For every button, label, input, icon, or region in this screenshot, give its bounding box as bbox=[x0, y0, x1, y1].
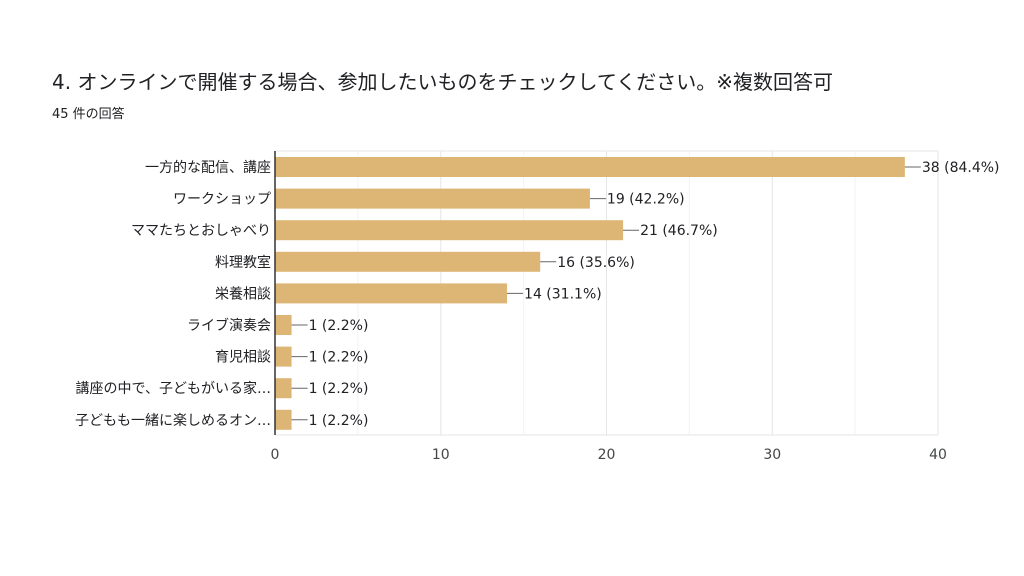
data-label: 1 (2.2%) bbox=[309, 381, 369, 397]
x-tick-label: 20 bbox=[598, 447, 616, 463]
category-label: ワークショップ bbox=[173, 192, 271, 208]
question-title: 4. オンラインで開催する場合、参加したいものをチェックしてください。※複数回答… bbox=[52, 70, 833, 94]
data-label: 38 (84.4%) bbox=[922, 160, 1000, 176]
data-label: 14 (31.1%) bbox=[524, 286, 602, 302]
bar bbox=[275, 378, 292, 399]
bar bbox=[275, 251, 541, 272]
bar bbox=[275, 283, 508, 304]
category-label: 子どもも一緒に楽しめるオン… bbox=[75, 413, 271, 429]
data-label: 16 (35.6%) bbox=[557, 255, 635, 271]
data-label: 1 (2.2%) bbox=[309, 413, 369, 429]
data-label: 19 (42.2%) bbox=[607, 192, 685, 208]
category-label: ライブ演奏会 bbox=[187, 317, 271, 334]
x-tick-label: 40 bbox=[929, 447, 947, 463]
category-label: ママたちとおしゃべり bbox=[131, 223, 271, 239]
category-label: 一方的な配信、講座 bbox=[145, 160, 271, 176]
bar bbox=[275, 157, 905, 177]
bar bbox=[275, 409, 292, 430]
bar bbox=[275, 315, 292, 335]
x-tick-label: 0 bbox=[271, 447, 280, 463]
bar bbox=[275, 188, 590, 209]
data-label: 1 (2.2%) bbox=[309, 350, 369, 366]
category-label: 講座の中で、子どもがいる家… bbox=[76, 380, 271, 397]
category-label: 料理教室 bbox=[215, 254, 271, 271]
data-label: 1 (2.2%) bbox=[309, 318, 369, 334]
response-count: 45 件の回答 bbox=[52, 107, 125, 122]
x-tick-label: 30 bbox=[763, 447, 781, 463]
data-label: 21 (46.7%) bbox=[640, 223, 718, 239]
bar bbox=[275, 220, 624, 241]
category-label: 育児相談 bbox=[215, 350, 271, 366]
x-tick-label: 10 bbox=[432, 447, 450, 463]
category-label: 栄養相談 bbox=[215, 285, 271, 302]
bar bbox=[275, 346, 292, 367]
